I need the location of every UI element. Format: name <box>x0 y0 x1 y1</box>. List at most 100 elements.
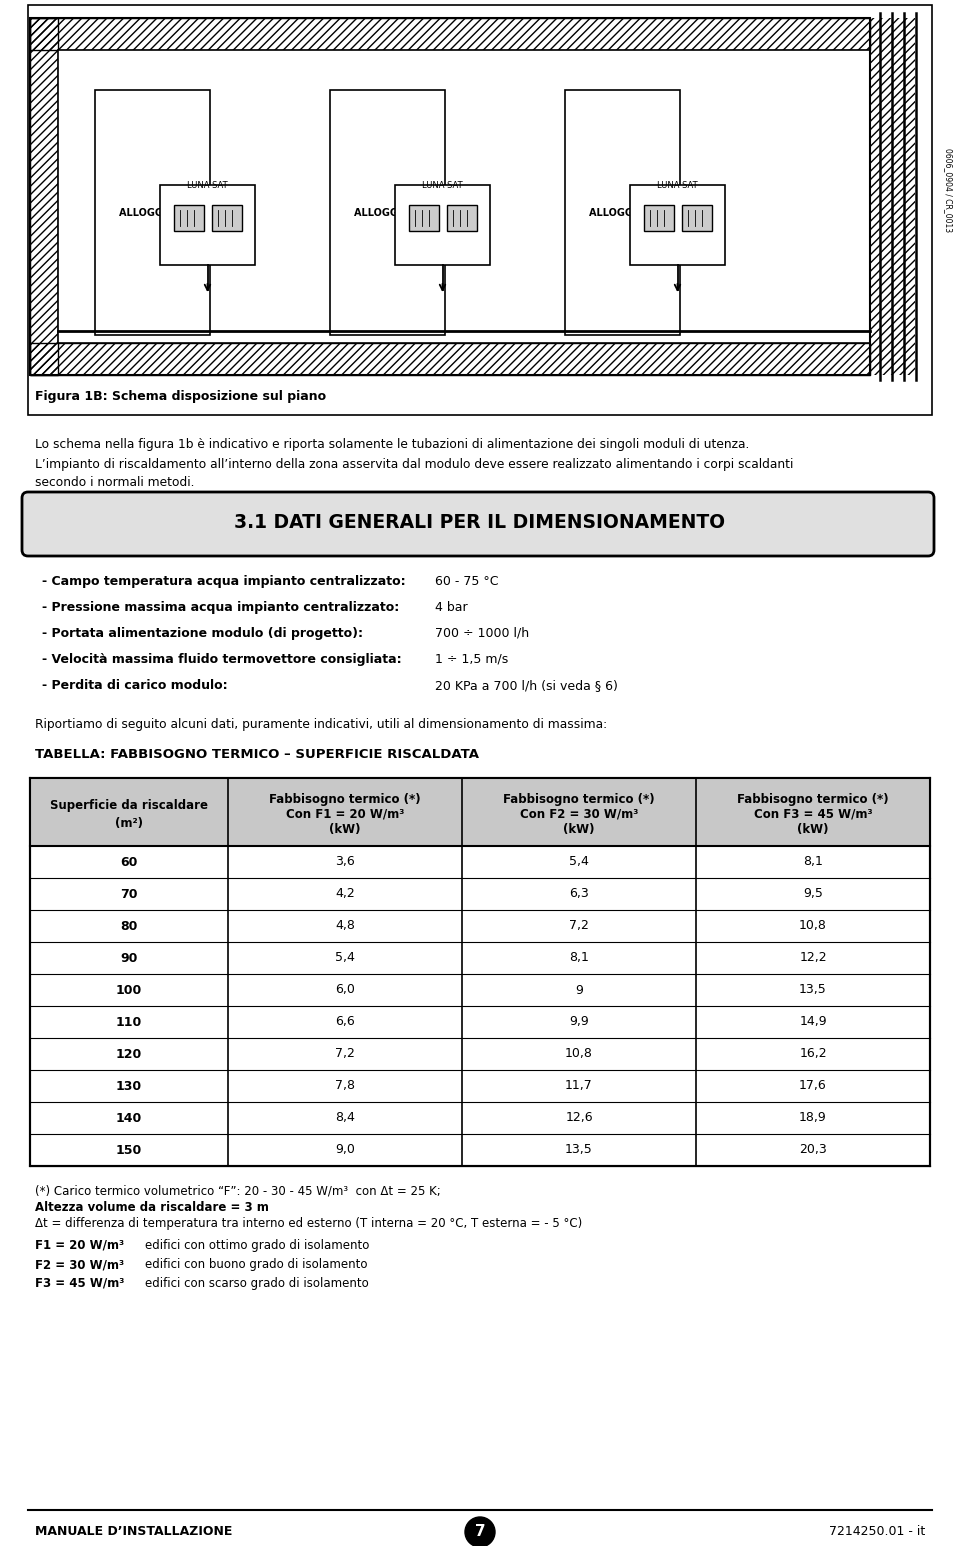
Text: 6,3: 6,3 <box>569 887 588 900</box>
Text: 7,8: 7,8 <box>335 1079 355 1093</box>
Text: ALLOGGIO A: ALLOGGIO A <box>119 207 185 218</box>
Text: TABELLA: FABBISOGNO TERMICO – SUPERFICIE RISCALDATA: TABELLA: FABBISOGNO TERMICO – SUPERFICIE… <box>35 748 479 761</box>
Text: 110: 110 <box>116 1016 142 1028</box>
Text: (m²): (m²) <box>115 818 143 830</box>
Text: 10,8: 10,8 <box>799 920 827 932</box>
Text: Altezza volume da riscaldare = 3 m: Altezza volume da riscaldare = 3 m <box>35 1201 269 1214</box>
Bar <box>409 206 439 230</box>
Text: - Portata alimentazione modulo (di progetto):: - Portata alimentazione modulo (di proge… <box>42 628 363 640</box>
Text: 90: 90 <box>120 951 137 965</box>
Text: 60: 60 <box>120 855 137 869</box>
Text: 20,3: 20,3 <box>799 1144 827 1156</box>
Text: 120: 120 <box>116 1048 142 1061</box>
Bar <box>446 206 476 230</box>
Text: 6,0: 6,0 <box>335 983 355 997</box>
Text: Fabbisogno termico (*): Fabbisogno termico (*) <box>269 793 420 807</box>
Text: 4,8: 4,8 <box>335 920 355 932</box>
Text: 18,9: 18,9 <box>799 1112 827 1124</box>
Text: 60 - 75 °C: 60 - 75 °C <box>435 575 498 587</box>
Text: ALLOGGIO C: ALLOGGIO C <box>589 207 656 218</box>
Bar <box>30 19 870 49</box>
Text: (kW): (kW) <box>797 824 828 836</box>
Bar <box>95 90 210 335</box>
Text: 140: 140 <box>116 1112 142 1124</box>
Text: Riportiamo di seguito alcuni dati, puramente indicativi, utili al dimensionament: Riportiamo di seguito alcuni dati, puram… <box>35 717 607 731</box>
Text: Lo schema nella figura 1b è indicativo e riporta solamente le tubazioni di alime: Lo schema nella figura 1b è indicativo e… <box>35 438 750 451</box>
Text: Figura 1B: Schema disposizione sul piano: Figura 1B: Schema disposizione sul piano <box>35 390 326 404</box>
Bar <box>160 186 255 264</box>
Text: 5,4: 5,4 <box>569 855 588 869</box>
Text: L’impianto di riscaldamento all’interno della zona asservita dal modulo deve ess: L’impianto di riscaldamento all’interno … <box>35 458 793 472</box>
Text: (*) Carico termico volumetrico “F”: 20 - 30 - 45 W/m³  con Δt = 25 K;: (*) Carico termico volumetrico “F”: 20 -… <box>35 1184 441 1197</box>
Text: 3.1 DATI GENERALI PER IL DIMENSIONAMENTO: 3.1 DATI GENERALI PER IL DIMENSIONAMENTO <box>234 513 726 532</box>
Text: Δt = differenza di temperatura tra interno ed esterno (T interna = 20 °C, T este: Δt = differenza di temperatura tra inter… <box>35 1217 583 1231</box>
Text: 7214250.01 - it: 7214250.01 - it <box>828 1524 925 1538</box>
Text: 14,9: 14,9 <box>799 1016 827 1028</box>
Bar <box>682 206 711 230</box>
Bar <box>58 49 870 343</box>
Text: Con F2 = 30 W/m³: Con F2 = 30 W/m³ <box>519 807 638 821</box>
Text: 13,5: 13,5 <box>565 1144 593 1156</box>
Text: edifici con scarso grado di isolamento: edifici con scarso grado di isolamento <box>145 1277 369 1289</box>
Text: F3 = 45 W/m³: F3 = 45 W/m³ <box>35 1277 125 1289</box>
Text: 9: 9 <box>575 983 583 997</box>
Text: edifici con buono grado di isolamento: edifici con buono grado di isolamento <box>145 1258 368 1271</box>
Text: LUNA SAT: LUNA SAT <box>658 181 698 190</box>
Text: 100: 100 <box>116 983 142 997</box>
Text: MANUALE D’INSTALLAZIONE: MANUALE D’INSTALLAZIONE <box>35 1524 232 1538</box>
Text: (kW): (kW) <box>564 824 595 836</box>
Bar <box>174 206 204 230</box>
Text: 4 bar: 4 bar <box>435 601 468 614</box>
Text: Fabbisogno termico (*): Fabbisogno termico (*) <box>737 793 889 807</box>
Text: 11,7: 11,7 <box>565 1079 593 1093</box>
Bar <box>630 186 725 264</box>
Bar <box>870 19 915 376</box>
Text: Fabbisogno termico (*): Fabbisogno termico (*) <box>503 793 655 807</box>
Text: 80: 80 <box>120 920 137 932</box>
Text: 13,5: 13,5 <box>799 983 827 997</box>
Text: ALLOGGIO B: ALLOGGIO B <box>354 207 420 218</box>
Text: (kW): (kW) <box>329 824 361 836</box>
Text: 70: 70 <box>120 887 137 900</box>
Circle shape <box>465 1517 495 1546</box>
Bar <box>28 5 932 414</box>
Text: - Perdita di carico modulo:: - Perdita di carico modulo: <box>42 679 228 693</box>
Text: 0606_0904 / CR_0013: 0606_0904 / CR_0013 <box>944 148 952 232</box>
Text: 700 ÷ 1000 l/h: 700 ÷ 1000 l/h <box>435 628 529 640</box>
Text: 3,6: 3,6 <box>335 855 355 869</box>
Bar <box>395 186 490 264</box>
Text: 130: 130 <box>116 1079 142 1093</box>
Text: 9,0: 9,0 <box>335 1144 355 1156</box>
Text: 8,1: 8,1 <box>569 951 588 965</box>
Text: 7,2: 7,2 <box>569 920 588 932</box>
Bar <box>643 206 674 230</box>
Text: F1 = 20 W/m³: F1 = 20 W/m³ <box>35 1238 124 1252</box>
Text: 8,1: 8,1 <box>804 855 823 869</box>
Bar <box>30 19 870 376</box>
Text: 10,8: 10,8 <box>565 1048 593 1061</box>
Text: 16,2: 16,2 <box>799 1048 827 1061</box>
Text: 8,4: 8,4 <box>335 1112 355 1124</box>
Bar <box>30 343 870 376</box>
Bar <box>30 778 930 846</box>
Text: 20 KPa a 700 l/h (si veda § 6): 20 KPa a 700 l/h (si veda § 6) <box>435 679 618 693</box>
Text: LUNA SAT: LUNA SAT <box>422 181 463 190</box>
Text: - Pressione massima acqua impianto centralizzato:: - Pressione massima acqua impianto centr… <box>42 601 399 614</box>
Text: 7: 7 <box>474 1524 486 1540</box>
Text: 5,4: 5,4 <box>335 951 355 965</box>
Text: 9,5: 9,5 <box>804 887 823 900</box>
Text: Con F3 = 45 W/m³: Con F3 = 45 W/m³ <box>754 807 873 821</box>
Text: 150: 150 <box>116 1144 142 1156</box>
Bar <box>330 90 445 335</box>
Text: secondo i normali metodi.: secondo i normali metodi. <box>35 476 195 489</box>
Text: 17,6: 17,6 <box>799 1079 827 1093</box>
Text: 9,9: 9,9 <box>569 1016 588 1028</box>
Text: - Campo temperatura acqua impianto centralizzato:: - Campo temperatura acqua impianto centr… <box>42 575 406 587</box>
Text: 12,2: 12,2 <box>799 951 827 965</box>
Text: 12,6: 12,6 <box>565 1112 593 1124</box>
Bar <box>211 206 242 230</box>
Text: 4,2: 4,2 <box>335 887 355 900</box>
FancyBboxPatch shape <box>22 492 934 557</box>
Text: 1 ÷ 1,5 m/s: 1 ÷ 1,5 m/s <box>435 652 508 666</box>
Text: Superficie da riscaldare: Superficie da riscaldare <box>50 799 208 813</box>
